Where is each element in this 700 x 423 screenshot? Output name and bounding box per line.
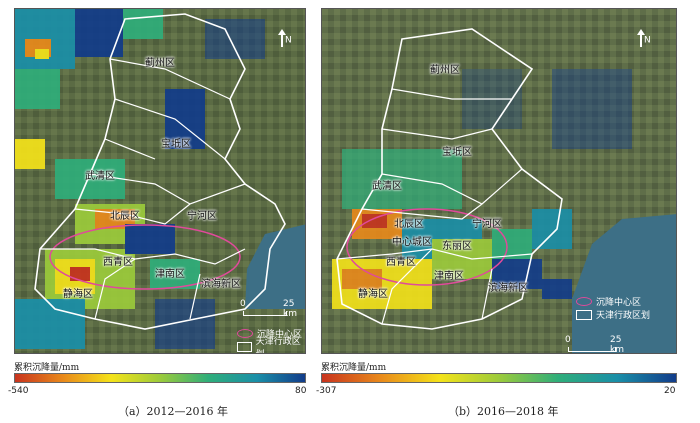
colorbar-a — [14, 373, 306, 383]
district-label: 宝坻区 — [161, 139, 191, 150]
ellipse-icon — [576, 297, 592, 306]
colorbar-min-b: -307 — [316, 386, 337, 396]
legend: 沉降中心区 天津行政区划 — [237, 327, 305, 353]
district-label: 中心城区 — [392, 237, 432, 248]
north-arrow-icon — [278, 29, 286, 47]
colorbar-min-a: -540 — [8, 386, 29, 396]
district-label: 武清区 — [372, 181, 402, 192]
colorbar-title-b: 累积沉降量/mm — [321, 363, 387, 373]
district-label: 津南区 — [434, 271, 464, 282]
district-label: 宁河区 — [187, 211, 217, 222]
north-arrow: N — [637, 29, 651, 47]
district-label: 北辰区 — [110, 211, 140, 222]
district-label: 北辰区 — [394, 219, 424, 230]
district-label: 滨海新区 — [488, 283, 528, 294]
district-label: 武清区 — [85, 171, 115, 182]
colorbar-max-b: 20 — [664, 386, 676, 396]
district-label: 西青区 — [103, 257, 133, 268]
boundary-icon — [576, 309, 592, 320]
map-panel-a: 蓟州区 宝坻区 武清区 北辰区 宁河区 西青区 津南区 静海区 滨海新区 N 0… — [14, 8, 306, 354]
district-label: 宁河区 — [472, 219, 502, 230]
map-canvas-a — [15, 9, 305, 353]
district-label: 滨海新区 — [201, 279, 241, 290]
map-panel-b: 蓟州区 宝坻区 武清区 北辰区 宁河区 中心城区 东丽区 西青区 津南区 静海区… — [321, 8, 677, 354]
district-label: 宝坻区 — [442, 147, 472, 158]
caption-b: （b）2016—2018 年 — [448, 405, 559, 418]
district-label: 西青区 — [386, 257, 416, 268]
map-canvas-b — [322, 9, 676, 353]
colorbar-title-a: 累积沉降量/mm — [14, 363, 80, 373]
legend: 沉降中心区 天津行政区划 — [576, 295, 650, 321]
district-label: 蓟州区 — [430, 65, 460, 76]
boundary-icon — [237, 341, 252, 352]
north-arrow: N — [278, 29, 292, 47]
district-label: 静海区 — [358, 289, 388, 300]
district-label: 津南区 — [155, 269, 185, 280]
colorbar-max-a: 80 — [295, 386, 307, 396]
north-arrow-icon — [637, 29, 645, 47]
ellipse-icon — [237, 329, 253, 338]
district-label: 蓟州区 — [145, 58, 175, 69]
district-label: 静海区 — [63, 289, 93, 300]
district-label: 东丽区 — [442, 241, 472, 252]
colorbar-b — [321, 373, 677, 383]
caption-a: （a）2012—2016 年 — [118, 405, 229, 418]
